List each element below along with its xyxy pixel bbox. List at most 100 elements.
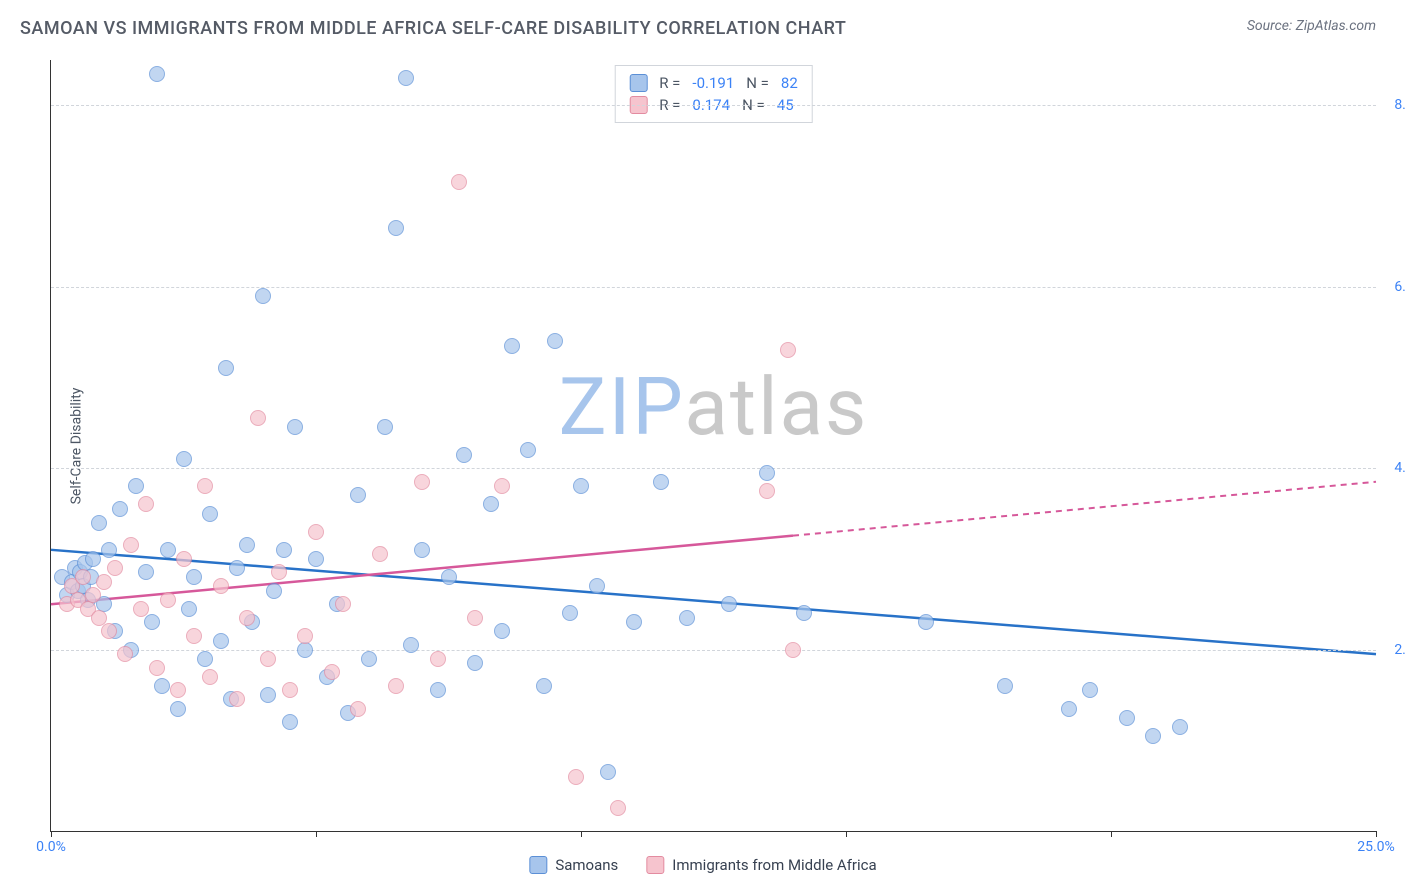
- scatter-point: [721, 596, 737, 612]
- legend-stats-box: R = -0.191 N = 82 R = 0.174 N = 45: [614, 65, 813, 123]
- scatter-point: [467, 655, 483, 671]
- scatter-point: [218, 360, 234, 376]
- scatter-point: [403, 637, 419, 653]
- x-tick: [1376, 831, 1377, 837]
- chart-header: SAMOAN VS IMMIGRANTS FROM MIDDLE AFRICA …: [0, 0, 1406, 47]
- scatter-point: [361, 651, 377, 667]
- scatter-point: [144, 614, 160, 630]
- scatter-point: [213, 633, 229, 649]
- grid-line: [51, 468, 1376, 469]
- scatter-point: [430, 682, 446, 698]
- grid-line: [51, 287, 1376, 288]
- scatter-point: [759, 483, 775, 499]
- scatter-point: [785, 642, 801, 658]
- scatter-point: [75, 569, 91, 585]
- scatter-point: [494, 623, 510, 639]
- scatter-point: [398, 70, 414, 86]
- grid-line: [51, 650, 1376, 651]
- scatter-point: [324, 664, 340, 680]
- scatter-point: [282, 714, 298, 730]
- scatter-point: [679, 610, 695, 626]
- scatter-point: [997, 678, 1013, 694]
- x-tick-label: 0.0%: [36, 839, 66, 855]
- scatter-point: [568, 769, 584, 785]
- legend-item-samoans: Samoans: [529, 856, 618, 874]
- legend-swatch-samoans-b: [529, 856, 547, 874]
- scatter-point: [271, 564, 287, 580]
- legend-swatch-immigrants-b: [646, 856, 664, 874]
- scatter-point: [626, 614, 642, 630]
- scatter-point: [414, 542, 430, 558]
- scatter-point: [154, 678, 170, 694]
- scatter-point: [202, 506, 218, 522]
- scatter-point: [350, 701, 366, 717]
- scatter-point: [589, 578, 605, 594]
- legend-swatch-samoans: [629, 74, 647, 92]
- scatter-point: [112, 501, 128, 517]
- y-tick-label: 8.0%: [1394, 97, 1406, 113]
- scatter-point: [335, 596, 351, 612]
- scatter-point: [1061, 701, 1077, 717]
- scatter-point: [297, 628, 313, 644]
- chart-source: Source: ZipAtlas.com: [1247, 18, 1376, 34]
- y-tick-label: 4.0%: [1394, 460, 1406, 476]
- x-tick: [581, 831, 582, 837]
- scatter-point: [138, 564, 154, 580]
- x-tick: [1111, 831, 1112, 837]
- scatter-point: [1145, 728, 1161, 744]
- scatter-point: [117, 646, 133, 662]
- legend-label-immigrants: Immigrants from Middle Africa: [672, 856, 876, 874]
- scatter-chart: ZIPatlas R = -0.191 N = 82 R = 0.174 N =…: [50, 60, 1376, 832]
- scatter-point: [796, 605, 812, 621]
- scatter-point: [91, 610, 107, 626]
- scatter-point: [388, 678, 404, 694]
- scatter-point: [372, 546, 388, 562]
- scatter-point: [85, 551, 101, 567]
- x-tick: [846, 831, 847, 837]
- n-value-1: 82: [781, 74, 798, 92]
- scatter-point: [430, 651, 446, 667]
- scatter-point: [133, 601, 149, 617]
- scatter-point: [229, 691, 245, 707]
- r-value-1: -0.191: [692, 74, 734, 92]
- scatter-point: [176, 551, 192, 567]
- scatter-point: [414, 474, 430, 490]
- scatter-point: [573, 478, 589, 494]
- scatter-point: [918, 614, 934, 630]
- scatter-point: [170, 701, 186, 717]
- y-tick-label: 6.0%: [1394, 279, 1406, 295]
- scatter-point: [101, 623, 117, 639]
- scatter-point: [600, 764, 616, 780]
- scatter-point: [213, 578, 229, 594]
- scatter-point: [276, 542, 292, 558]
- scatter-point: [266, 583, 282, 599]
- x-tick-label: 25.0%: [1357, 839, 1395, 855]
- legend-stats-row-1: R = -0.191 N = 82: [629, 72, 798, 94]
- n-label: N =: [746, 74, 769, 92]
- scatter-point: [170, 682, 186, 698]
- scatter-point: [1082, 682, 1098, 698]
- scatter-point: [260, 687, 276, 703]
- legend-bottom: Samoans Immigrants from Middle Africa: [529, 856, 876, 874]
- trend-lines: [51, 60, 1376, 831]
- scatter-point: [451, 174, 467, 190]
- scatter-point: [562, 605, 578, 621]
- scatter-point: [483, 496, 499, 512]
- scatter-point: [536, 678, 552, 694]
- scatter-point: [149, 66, 165, 82]
- legend-label-samoans: Samoans: [555, 856, 618, 874]
- scatter-point: [239, 537, 255, 553]
- scatter-point: [610, 800, 626, 816]
- scatter-point: [149, 660, 165, 676]
- scatter-point: [160, 592, 176, 608]
- y-tick-label: 2.0%: [1394, 642, 1406, 658]
- scatter-point: [504, 338, 520, 354]
- scatter-point: [128, 478, 144, 494]
- r-label: R =: [659, 74, 680, 92]
- scatter-point: [123, 537, 139, 553]
- scatter-point: [186, 569, 202, 585]
- scatter-point: [308, 551, 324, 567]
- scatter-point: [780, 342, 796, 358]
- legend-item-immigrants: Immigrants from Middle Africa: [646, 856, 876, 874]
- scatter-point: [239, 610, 255, 626]
